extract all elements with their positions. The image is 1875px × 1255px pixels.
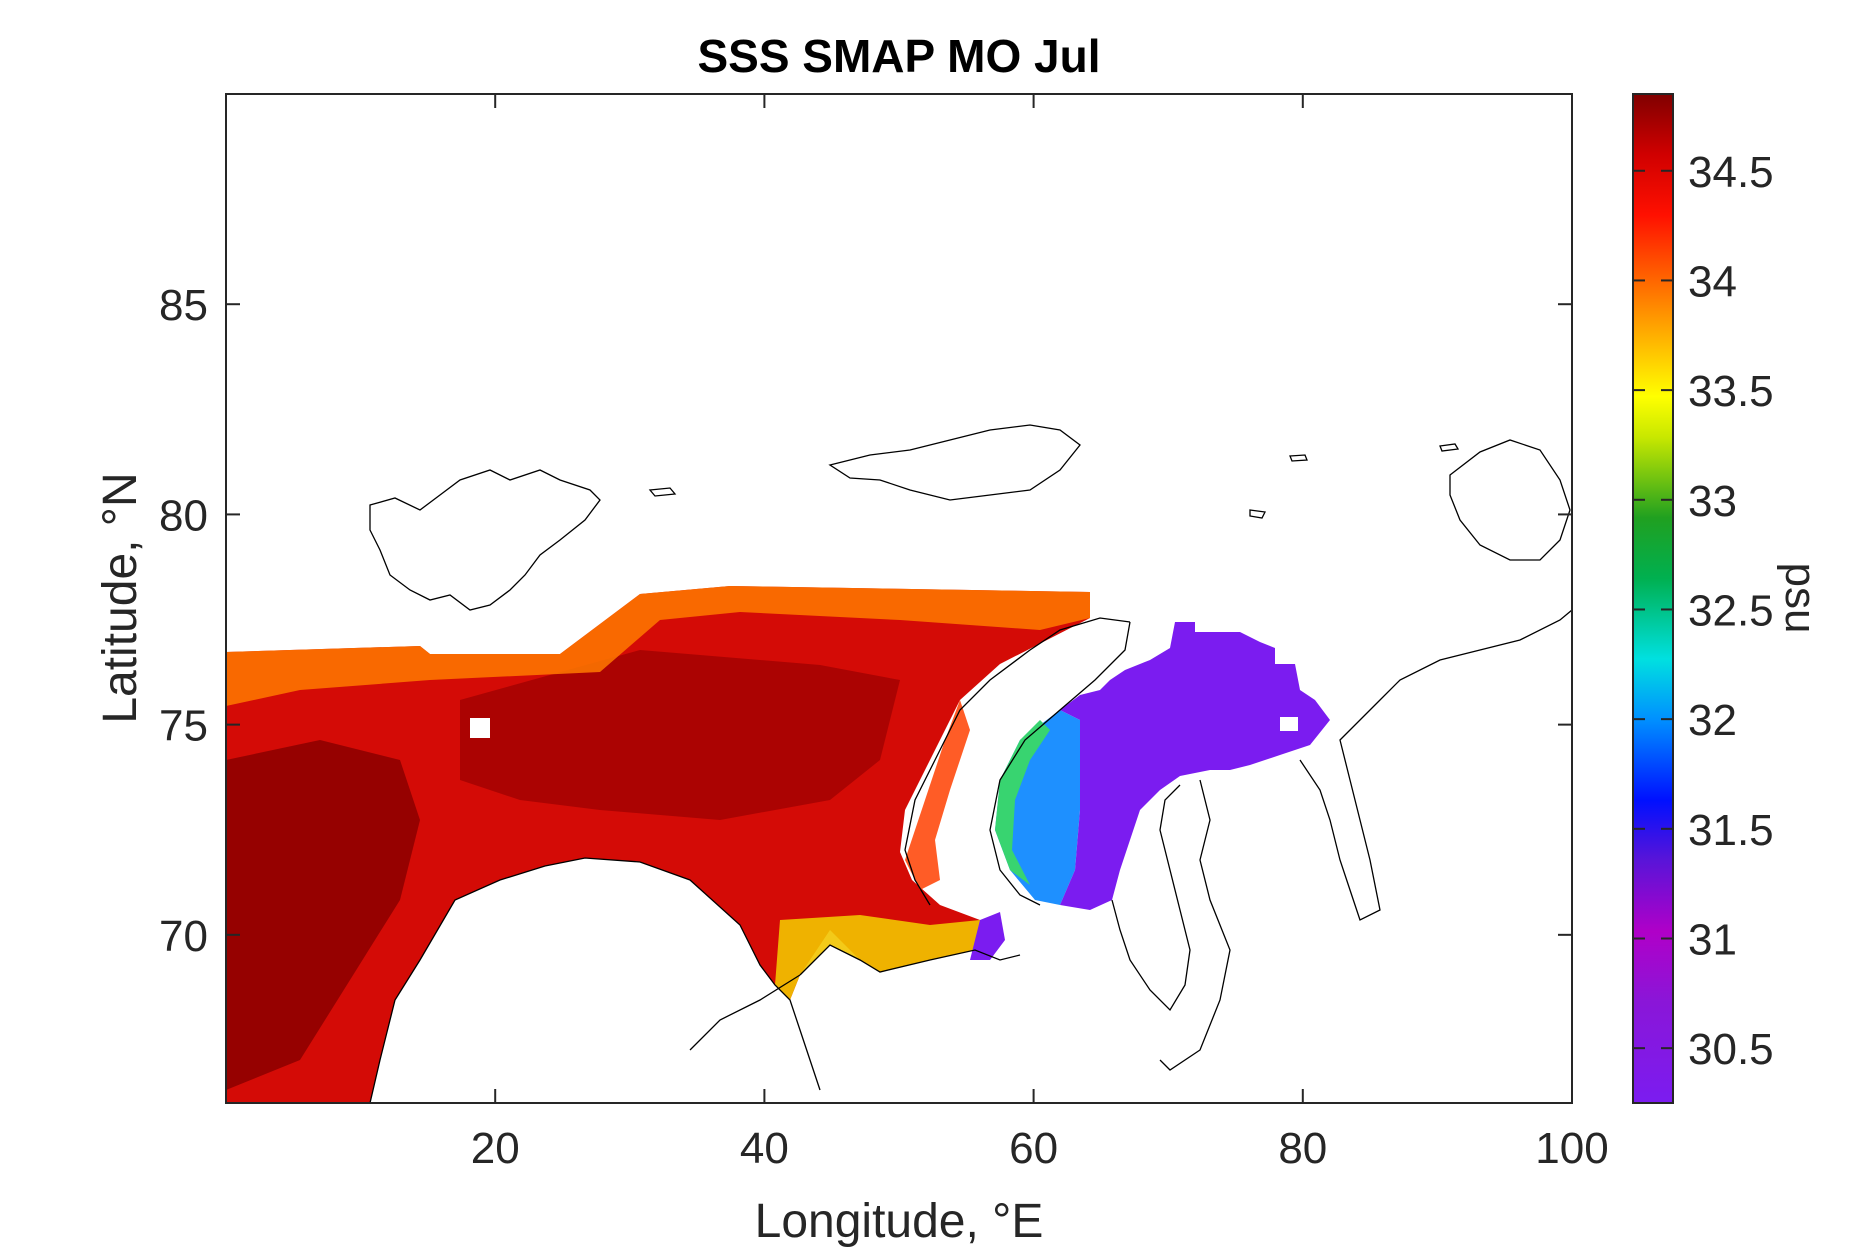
- coast-islands-small-4: [1439, 443, 1460, 452]
- x-tick-label: 60: [1009, 1124, 1058, 1173]
- coast-islands-small-3: [1249, 509, 1266, 519]
- x-tick-labels: 20 40 60 80 100: [471, 1124, 1609, 1173]
- colorbar-tick-label: 33: [1688, 477, 1737, 526]
- colorbar-tick-label: 33.5: [1688, 367, 1774, 416]
- region-east-fringe: [905, 700, 970, 890]
- coast-severnaya-zemlya: [1449, 439, 1571, 561]
- salinity-field: [226, 586, 1330, 1103]
- region-kara-gap: [1280, 717, 1298, 731]
- coast-islands-small-1: [648, 487, 677, 497]
- y-tick-label: 75: [159, 702, 208, 751]
- coast-pechora: [799, 944, 1021, 976]
- y-tick-label: 70: [159, 912, 208, 961]
- colorbar-ticks: [1633, 169, 1673, 1050]
- x-axis-label: Longitude, °E: [755, 1195, 1044, 1248]
- x-tick-label: 40: [740, 1124, 789, 1173]
- coast-gydan: [1159, 779, 1231, 1071]
- coastlines: [369, 424, 1572, 1103]
- coast-taymyr: [1299, 609, 1572, 921]
- colorbar-tick-labels: 30.5 31 31.5 32 32.5 33 33.5 34 34.5: [1688, 148, 1774, 1074]
- coast-kola: [689, 974, 801, 1051]
- y-axis-label: Latitude, °N: [94, 472, 147, 723]
- coast-svalbard: [369, 469, 601, 611]
- region-pechora-violet: [970, 912, 1005, 960]
- y-tick-label: 80: [159, 491, 208, 540]
- colorbar-tick-label: 31.5: [1688, 806, 1774, 855]
- coast-islands-small-2: [1289, 454, 1308, 462]
- colorbar-tick-label: 31: [1688, 915, 1737, 964]
- colorbar-tick-label: 34.5: [1688, 148, 1774, 197]
- axis-ticks: [226, 94, 1573, 1103]
- coast-novaya-zemlya-west: [904, 617, 1131, 906]
- coast-yamal: [1111, 784, 1191, 1012]
- plot-frame: [225, 93, 1573, 1104]
- region-kara-sea: [1060, 622, 1330, 910]
- colorbar: [1632, 93, 1674, 1104]
- region-pechora-sea: [775, 915, 980, 1000]
- x-tick-label: 100: [1535, 1124, 1608, 1173]
- region-norwegian-core: [226, 740, 420, 1090]
- colorbar-tick-label: 32: [1688, 696, 1737, 745]
- coast-novaya-zemlya-east: [989, 621, 1131, 906]
- coast-franz-josef-land: [828, 424, 1081, 501]
- colorbar-tick-label: 30.5: [1688, 1025, 1774, 1074]
- region-bear-island-gap: [470, 718, 490, 738]
- colorbar-tick-label: 34: [1688, 257, 1737, 306]
- region-kara-west-transition: [995, 720, 1050, 885]
- region-north-fringe: [226, 586, 1090, 706]
- y-tick-labels: 70 75 80 85: [159, 281, 208, 961]
- x-tick-label: 20: [471, 1124, 520, 1173]
- y-tick-label: 85: [159, 281, 208, 330]
- chart-title: SSS SMAP MO Jul: [697, 30, 1100, 82]
- x-tick-label: 80: [1278, 1124, 1327, 1173]
- colorbar-label: psu: [1776, 563, 1825, 634]
- coast-scandinavia: [369, 857, 821, 1103]
- colorbar-tick-label: 32.5: [1688, 586, 1774, 635]
- region-barents-core: [460, 650, 900, 820]
